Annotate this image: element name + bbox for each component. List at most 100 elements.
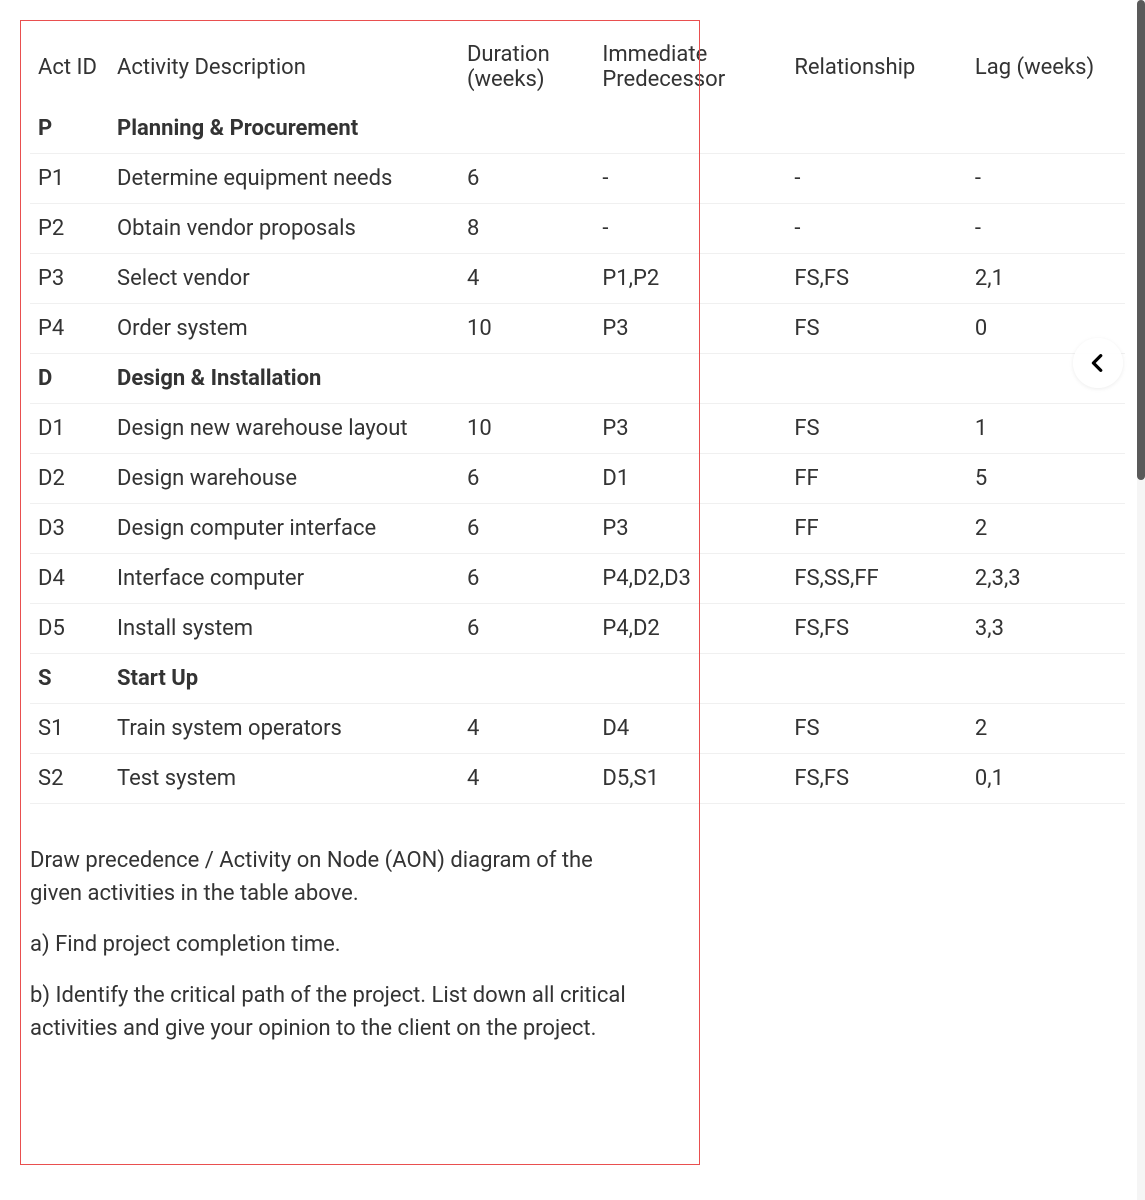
cell-rel: FS,FS [786, 604, 967, 654]
cell-desc: Install system [109, 604, 459, 654]
cell-pred: - [594, 204, 786, 254]
cell-dur: 10 [459, 404, 594, 454]
cell-desc: Design computer interface [109, 504, 459, 554]
cell-pred [594, 354, 786, 404]
table-row: SStart Up [30, 654, 1125, 704]
cell-rel: FS,FS [786, 754, 967, 804]
question-intro: Draw precedence / Activity on Node (AON)… [30, 844, 630, 910]
table-row: D3Design computer interface6P3FF2 [30, 504, 1125, 554]
header-lag: Lag (weeks) [967, 30, 1125, 104]
question-b: b) Identify the critical path of the pro… [30, 979, 630, 1045]
cell-desc: Interface computer [109, 554, 459, 604]
cell-pred: P1,P2 [594, 254, 786, 304]
cell-pred [594, 654, 786, 704]
cell-desc: Design new warehouse layout [109, 404, 459, 454]
cell-pred: - [594, 154, 786, 204]
cell-rel: FS [786, 704, 967, 754]
table-row: P4Order system10P3FS0 [30, 304, 1125, 354]
cell-rel: FS,SS,FF [786, 554, 967, 604]
cell-id: P1 [30, 154, 109, 204]
cell-lag: 3,3 [967, 604, 1125, 654]
cell-dur: 6 [459, 554, 594, 604]
cell-pred: P3 [594, 404, 786, 454]
cell-desc: Design warehouse [109, 454, 459, 504]
cell-lag [967, 654, 1125, 704]
cell-id: P2 [30, 204, 109, 254]
cell-id: P [30, 104, 109, 154]
scrollbar-thumb[interactable] [1137, 0, 1145, 480]
cell-pred: P3 [594, 304, 786, 354]
header-act-id: Act ID [30, 30, 109, 104]
cell-lag: 1 [967, 404, 1125, 454]
table-row: P3Select vendor4P1,P2FS,FS2,1 [30, 254, 1125, 304]
cell-desc: Test system [109, 754, 459, 804]
cell-pred: D5,S1 [594, 754, 786, 804]
cell-rel: - [786, 204, 967, 254]
cell-dur: 6 [459, 604, 594, 654]
cell-rel: FF [786, 454, 967, 504]
question-a: a) Find project completion time. [30, 928, 630, 961]
cell-id: D2 [30, 454, 109, 504]
cell-dur: 4 [459, 704, 594, 754]
cell-rel [786, 654, 967, 704]
chevron-left-icon [1087, 352, 1109, 374]
cell-pred: P4,D2 [594, 604, 786, 654]
table-row: D5Install system6P4,D2FS,FS3,3 [30, 604, 1125, 654]
document-page: Act ID Activity Description Duration (we… [0, 0, 1145, 1093]
table-header-row: Act ID Activity Description Duration (we… [30, 30, 1125, 104]
cell-pred: D4 [594, 704, 786, 754]
prev-button[interactable] [1073, 338, 1123, 388]
cell-desc: Start Up [109, 654, 459, 704]
cell-dur: 4 [459, 754, 594, 804]
table-row: S1Train system operators4D4FS2 [30, 704, 1125, 754]
cell-dur [459, 104, 594, 154]
cell-lag: 0,1 [967, 754, 1125, 804]
cell-rel [786, 104, 967, 154]
table-row: PPlanning & Procurement [30, 104, 1125, 154]
cell-desc: Select vendor [109, 254, 459, 304]
cell-id: S1 [30, 704, 109, 754]
cell-id: P3 [30, 254, 109, 304]
header-desc: Activity Description [109, 30, 459, 104]
table-row: S2Test system4D5,S1FS,FS0,1 [30, 754, 1125, 804]
cell-id: S [30, 654, 109, 704]
table-row: P1Determine equipment needs6--- [30, 154, 1125, 204]
table-row: P2Obtain vendor proposals8--- [30, 204, 1125, 254]
cell-id: D1 [30, 404, 109, 454]
cell-id: D4 [30, 554, 109, 604]
cell-lag: 2,3,3 [967, 554, 1125, 604]
table-body: PPlanning & ProcurementP1Determine equip… [30, 104, 1125, 804]
scrollbar-track[interactable] [1137, 0, 1145, 1200]
cell-rel: FS [786, 404, 967, 454]
cell-dur: 6 [459, 504, 594, 554]
cell-rel: FS,FS [786, 254, 967, 304]
activity-table: Act ID Activity Description Duration (we… [30, 30, 1125, 804]
cell-desc: Obtain vendor proposals [109, 204, 459, 254]
cell-id: D [30, 354, 109, 404]
cell-lag: 2 [967, 704, 1125, 754]
cell-dur: 6 [459, 454, 594, 504]
cell-pred [594, 104, 786, 154]
cell-lag: - [967, 154, 1125, 204]
cell-id: S2 [30, 754, 109, 804]
header-duration: Duration (weeks) [459, 30, 594, 104]
cell-lag [967, 104, 1125, 154]
cell-desc: Planning & Procurement [109, 104, 459, 154]
cell-rel [786, 354, 967, 404]
table-row: D2Design warehouse6D1FF5 [30, 454, 1125, 504]
cell-lag: - [967, 204, 1125, 254]
cell-pred: P3 [594, 504, 786, 554]
cell-lag: 5 [967, 454, 1125, 504]
cell-id: D3 [30, 504, 109, 554]
cell-id: D5 [30, 604, 109, 654]
cell-pred: P4,D2,D3 [594, 554, 786, 604]
cell-dur [459, 654, 594, 704]
cell-rel: FS [786, 304, 967, 354]
cell-desc: Train system operators [109, 704, 459, 754]
questions-block: Draw precedence / Activity on Node (AON)… [30, 844, 630, 1045]
cell-desc: Determine equipment needs [109, 154, 459, 204]
header-relationship: Relationship [786, 30, 967, 104]
cell-dur: 4 [459, 254, 594, 304]
cell-lag: 2 [967, 504, 1125, 554]
cell-id: P4 [30, 304, 109, 354]
